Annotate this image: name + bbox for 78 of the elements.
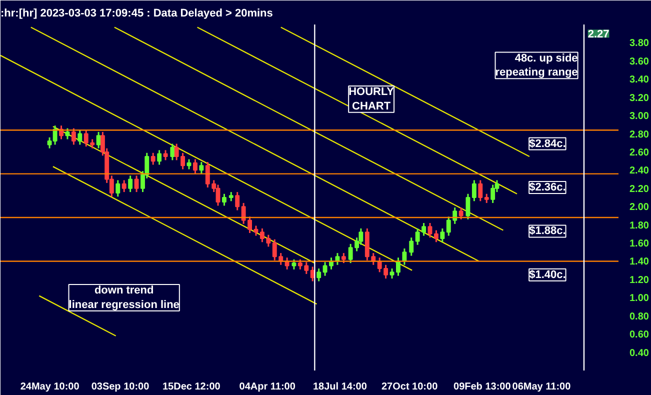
candlestick — [402, 248, 407, 266]
chart-title: :hr:[hr] 2023-03-03 17:09:45 : Data Delayed > 20mins — [0, 8, 273, 20]
x-tick-label: 03Sep 10:00 — [91, 382, 150, 392]
x-tick-label: 18Jul 14:00 — [312, 382, 368, 392]
x-tick-label: 06May 11:00 — [512, 382, 572, 392]
candlestick — [186, 158, 192, 170]
candlestick — [150, 152, 156, 166]
candlestick — [174, 143, 179, 161]
candlestick — [134, 174, 139, 193]
candlestick — [235, 191, 240, 211]
candlestick — [65, 128, 70, 140]
candlestick — [192, 158, 198, 175]
x-tick-label: 24May 10:00 — [20, 382, 80, 392]
y-tick-label: 0.40 — [630, 348, 650, 359]
candlestick — [260, 228, 264, 243]
candlestick — [341, 252, 346, 264]
candlestick — [396, 256, 400, 277]
candlestick — [116, 179, 120, 198]
x-tick-label: 09Feb 13:00 — [454, 382, 512, 392]
y-tick-label: 1.80 — [630, 220, 650, 232]
y-tick-label: 3.20 — [630, 92, 650, 104]
y-tick-label: 3.60 — [630, 56, 650, 68]
candlestick — [163, 149, 168, 161]
y-tick-label: 1.40 — [630, 256, 650, 268]
candlestick — [384, 264, 388, 280]
x-tick-label: 04Apr 11:00 — [239, 382, 296, 392]
y-tick-label: 3.80 — [630, 38, 650, 50]
y-tick-label: 3.00 — [630, 111, 650, 122]
ref-line-label: $2.84c. — [529, 138, 566, 150]
candlestick — [180, 152, 186, 170]
candlestick — [216, 184, 220, 206]
ref-line-label: $1.40c. — [529, 268, 566, 281]
candlestick — [122, 179, 126, 193]
y-tick-label: 0.80 — [630, 311, 650, 322]
y-tick-label: 0.60 — [630, 330, 650, 341]
candlestick — [409, 236, 414, 257]
candlestick — [199, 161, 204, 175]
annotation: HOURLY CHART — [348, 86, 395, 112]
annotation: down trend linear regression line — [68, 284, 180, 311]
x-tick-label: 27Oct 10:00 — [381, 382, 438, 392]
candlestick — [96, 131, 101, 150]
candlestick — [266, 234, 271, 248]
candlestick — [59, 124, 64, 140]
y-tick-label: 2.60 — [630, 147, 650, 158]
candlestick — [292, 258, 296, 270]
y-tick-label: 2.80 — [630, 129, 650, 140]
y-tick-label: 2.20 — [630, 184, 650, 195]
candlestick — [157, 149, 162, 166]
ref-line-label: $2.36c. — [529, 181, 566, 194]
candlestick — [484, 193, 489, 204]
candlestick — [170, 143, 175, 161]
candlestick — [254, 224, 258, 236]
candlestick — [472, 179, 476, 202]
candlestick — [434, 230, 438, 243]
candlestick — [440, 228, 445, 243]
y-tick-label: 3.40 — [630, 74, 650, 86]
candlestick — [428, 222, 432, 238]
candlestick — [222, 193, 226, 206]
candlestick — [478, 179, 483, 202]
annotation: 2.27 — [588, 28, 610, 41]
y-tick-label: 1.00 — [630, 293, 650, 304]
candlestick — [466, 193, 470, 220]
candlestick — [71, 128, 76, 146]
candlestick — [78, 129, 82, 146]
candlestick — [322, 261, 328, 277]
candlestick — [458, 206, 464, 220]
x-tick-label: 15Dec 12:00 — [162, 382, 221, 392]
candlestick — [390, 268, 394, 280]
ref-line-label: $1.88c. — [529, 225, 566, 238]
y-tick-label: 1.60 — [630, 238, 650, 250]
candlestick — [128, 174, 133, 193]
y-tick-label: 1.20 — [630, 274, 650, 286]
y-tick-label: 2.00 — [630, 202, 650, 214]
candlestick — [316, 268, 322, 282]
candlestick — [228, 191, 234, 202]
y-tick-label: 2.40 — [630, 166, 650, 177]
ref-line-label: 48c. up side repeating range — [495, 52, 578, 79]
candlestick — [490, 184, 496, 204]
